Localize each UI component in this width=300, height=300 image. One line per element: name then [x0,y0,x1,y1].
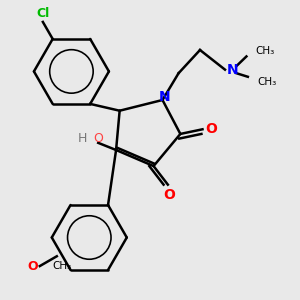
Text: N: N [158,90,170,104]
Text: N: N [226,63,238,76]
Text: O: O [94,132,103,145]
Text: O: O [164,188,176,202]
Text: H: H [78,132,88,145]
Text: CH₃: CH₃ [52,261,71,271]
Text: O: O [27,260,38,273]
Text: Cl: Cl [36,7,50,20]
Text: CH₃: CH₃ [255,46,274,56]
Text: O: O [206,122,217,136]
Text: CH₃: CH₃ [258,77,277,87]
